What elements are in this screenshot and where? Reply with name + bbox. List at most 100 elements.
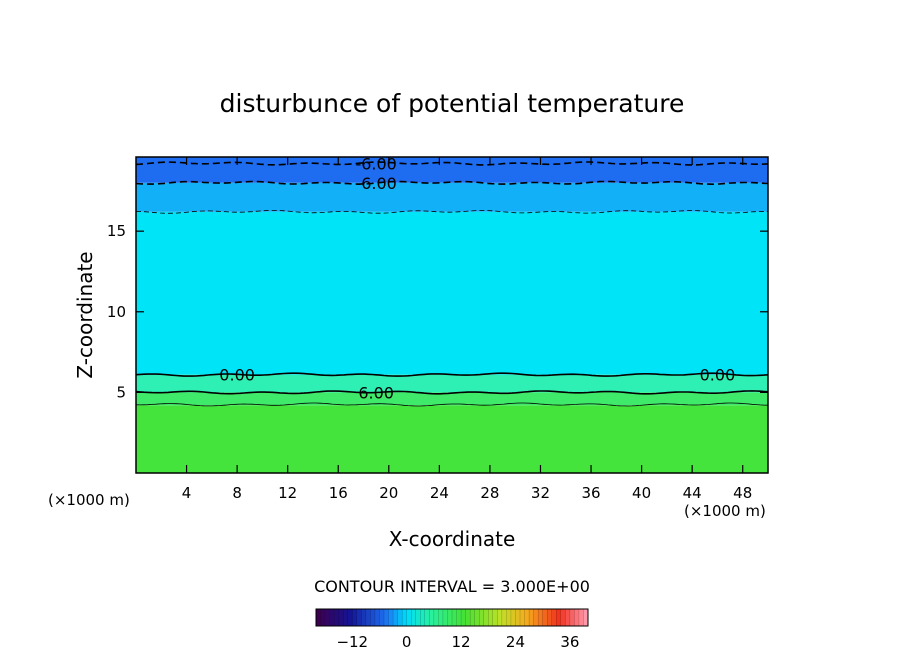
colorbar-cell bbox=[465, 608, 471, 627]
colorbar-cell bbox=[433, 608, 439, 627]
colorbar-cell bbox=[565, 608, 571, 627]
x-tick-label: 48 bbox=[733, 484, 752, 502]
colorbar-tick-label: 24 bbox=[506, 633, 525, 651]
colorbar-cell bbox=[347, 608, 353, 627]
contour-line-3 bbox=[136, 210, 768, 214]
x-tick-label: 24 bbox=[430, 484, 449, 502]
colorbar-tick-label: −12 bbox=[336, 633, 368, 651]
colorbar bbox=[315, 608, 589, 627]
contour-labels: 6.00 0.00 0.00 -6.00-6.00 bbox=[219, 154, 736, 402]
x-tick-label: 8 bbox=[232, 484, 242, 502]
y-tick-label: 10 bbox=[107, 303, 126, 321]
contour-line-1 bbox=[136, 402, 768, 407]
colorbar-cell bbox=[469, 608, 476, 627]
colorbar-cell bbox=[424, 608, 430, 627]
colorbar-cell bbox=[510, 608, 516, 627]
field-layer-0 bbox=[136, 405, 768, 473]
x-tick-label: 32 bbox=[531, 484, 550, 502]
y-tick-label: 15 bbox=[107, 222, 126, 240]
colorbar-cell bbox=[374, 608, 380, 627]
y-axis-ticks: 5 10 15 bbox=[107, 222, 768, 401]
contour-line-5 bbox=[136, 161, 768, 166]
colorbar-tick-label: 0 bbox=[402, 633, 412, 651]
colorbar-cell bbox=[415, 608, 421, 627]
colorbar-cell bbox=[392, 608, 399, 627]
colorbar-cell bbox=[483, 608, 489, 627]
colorbar-cell bbox=[569, 608, 575, 627]
contour-line-0 bbox=[136, 390, 768, 395]
colorbar-cell bbox=[451, 608, 458, 627]
colorbar-cell bbox=[343, 608, 349, 627]
colorbar-cell bbox=[537, 608, 544, 627]
colorbar-cell bbox=[497, 608, 503, 627]
colorbar-cell bbox=[574, 608, 580, 627]
colorbar-tick-label: 12 bbox=[452, 633, 471, 651]
colorbar-cell bbox=[383, 608, 390, 627]
colorbar-cell bbox=[324, 608, 331, 627]
contour-lines bbox=[136, 161, 768, 407]
colorbar-cell bbox=[501, 608, 507, 627]
colorbar-tick-label: 36 bbox=[560, 633, 579, 651]
colorbar-cell bbox=[338, 608, 344, 627]
colorbar-cell bbox=[456, 608, 462, 627]
colorbar-cell bbox=[420, 608, 426, 627]
colorbar-cell bbox=[352, 608, 358, 627]
colorbar-cell bbox=[438, 608, 444, 627]
colorbar-cell bbox=[333, 608, 340, 627]
colorbar-cell bbox=[542, 608, 548, 627]
colorbar-cell bbox=[519, 608, 526, 627]
colorbar-cell bbox=[388, 608, 394, 627]
x-axis-unit-left: (×1000 m) bbox=[48, 491, 130, 509]
colorbar-frame bbox=[315, 608, 589, 627]
colorbar-cell bbox=[479, 608, 485, 627]
colorbar-cell bbox=[370, 608, 376, 627]
colorbar-cell bbox=[547, 608, 553, 627]
contour-label-2-1: 0.00 bbox=[700, 366, 736, 385]
y-tick-label: 5 bbox=[116, 383, 126, 401]
colorbar-ticks: −12 0 12 24 36 bbox=[336, 633, 579, 651]
x-tick-label: 16 bbox=[329, 484, 348, 502]
chart-title: disturbunce of potential temperature bbox=[220, 89, 685, 118]
field-layer-2 bbox=[136, 374, 768, 393]
colorbar-cell bbox=[379, 608, 385, 627]
x-tick-label: 12 bbox=[278, 484, 297, 502]
plot-frame bbox=[135, 156, 769, 474]
field-layers bbox=[136, 157, 768, 473]
x-tick-label: 36 bbox=[581, 484, 600, 502]
colorbar-cell bbox=[329, 608, 335, 627]
colorbar-cell bbox=[356, 608, 362, 627]
contour-line-4 bbox=[136, 180, 768, 186]
x-tick-label: 44 bbox=[683, 484, 702, 502]
colorbar-cell bbox=[320, 608, 326, 627]
contour-label-0-0: 6.00 bbox=[358, 383, 394, 402]
colorbar-cell bbox=[401, 608, 408, 627]
contour-line-2 bbox=[136, 372, 768, 377]
field-layer-4 bbox=[136, 182, 768, 212]
colorbar-cell bbox=[506, 608, 512, 627]
field-layer-5 bbox=[136, 157, 768, 183]
field-layer-3 bbox=[136, 211, 768, 375]
contour-label-2-0: 0.00 bbox=[219, 366, 255, 385]
x-tick-label: 20 bbox=[379, 484, 398, 502]
contour-interval-label: CONTOUR INTERVAL = 3.000E+00 bbox=[314, 577, 590, 596]
colorbar-cell bbox=[315, 608, 322, 627]
colorbar-cell bbox=[411, 608, 417, 627]
colorbar-cell bbox=[460, 608, 467, 627]
colorbar-cell bbox=[556, 608, 562, 627]
colorbar-cell bbox=[397, 608, 403, 627]
contour-label-5-0: -6.00 bbox=[355, 154, 396, 173]
colorbar-cell bbox=[528, 608, 535, 627]
x-axis-label: X-coordinate bbox=[389, 527, 516, 551]
colorbar-cell bbox=[551, 608, 557, 627]
field-layer-1 bbox=[136, 392, 768, 406]
y-axis-label: Z-coordinate bbox=[73, 251, 97, 378]
colorbar-cell bbox=[488, 608, 494, 627]
colorbar-cell bbox=[524, 608, 530, 627]
colorbar-cell bbox=[361, 608, 367, 627]
x-tick-label: 28 bbox=[480, 484, 499, 502]
colorbar-cell bbox=[474, 608, 480, 627]
colorbar-cell bbox=[447, 608, 453, 627]
x-axis-ticks: 4 8 12 16 20 24 28 32 36 40 44 48 bbox=[182, 157, 752, 502]
colorbar-cell bbox=[533, 608, 539, 627]
